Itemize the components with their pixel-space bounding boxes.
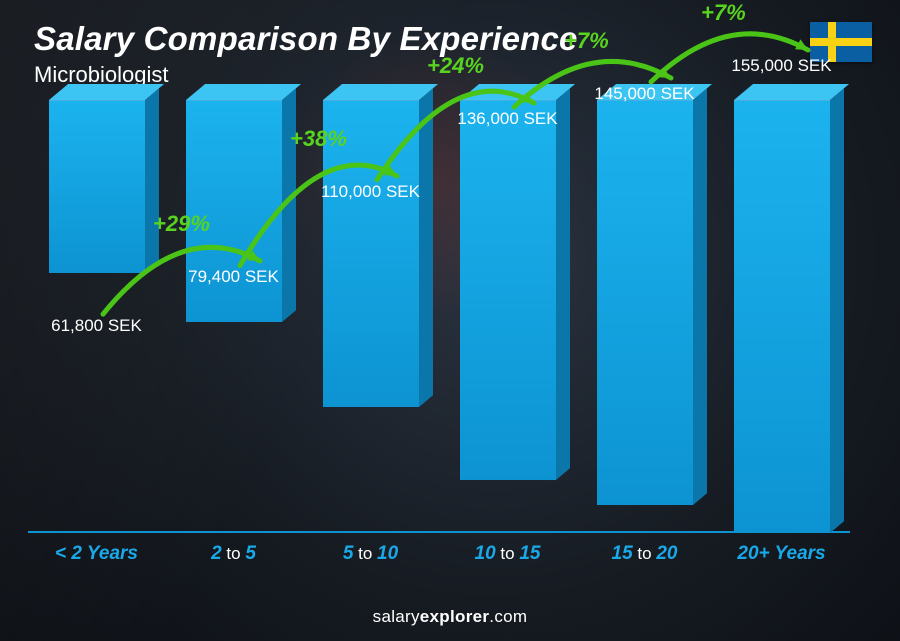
bar-value-label: 145,000 SEK	[575, 84, 715, 104]
bars-container: 61,800 SEK 79,400 SEK 110,000 SEK 136,000 S…	[28, 100, 850, 533]
bar-side-face	[693, 88, 707, 505]
x-label-3: 10 to 15	[439, 543, 576, 565]
bar-side-face	[830, 88, 844, 533]
bar-2: 110,000 SEK	[302, 100, 439, 533]
bar-front	[460, 100, 556, 480]
bar-5: 155,000 SEK	[713, 100, 850, 533]
bar-value-label: 155,000 SEK	[712, 56, 852, 76]
pct-increase-label: +7%	[701, 0, 746, 26]
pct-increase-label: +29%	[153, 211, 210, 237]
x-label-5: 20+ Years	[713, 543, 850, 565]
x-label-4: 15 to 20	[576, 543, 713, 565]
footer-bold: explorer	[420, 607, 490, 626]
bar-front	[734, 100, 830, 533]
bar-top-face	[186, 84, 301, 100]
bar-0: 61,800 SEK	[28, 100, 165, 533]
x-label-2: 5 to 10	[302, 543, 439, 565]
x-axis-labels: < 2 Years2 to 55 to 1010 to 1515 to 2020…	[28, 543, 850, 565]
bar-top-face	[49, 84, 164, 100]
pct-increase-label: +38%	[290, 126, 347, 152]
page-title: Salary Comparison By Experience	[34, 20, 578, 58]
infographic-stage: Salary Comparison By Experience Microbio…	[0, 0, 900, 641]
bar-side-face	[145, 88, 159, 272]
bar-top-face	[460, 84, 575, 100]
bar-front	[49, 100, 145, 273]
bar-value-label: 79,400 SEK	[164, 267, 304, 287]
footer-attribution: salaryexplorer.com	[0, 607, 900, 627]
bar-top-face	[323, 84, 438, 100]
x-label-0: < 2 Years	[28, 543, 165, 565]
x-label-1: 2 to 5	[165, 543, 302, 565]
bar-front	[597, 100, 693, 505]
bar-chart: 61,800 SEK 79,400 SEK 110,000 SEK 136,000 S…	[28, 100, 850, 561]
bar-top-face	[734, 84, 849, 100]
pct-increase-label: +7%	[564, 28, 609, 54]
bar-4: 145,000 SEK	[576, 100, 713, 533]
bar-1: 79,400 SEK	[165, 100, 302, 533]
bar-3: 136,000 SEK	[439, 100, 576, 533]
bar-side-face	[419, 88, 433, 407]
bar-value-label: 61,800 SEK	[27, 316, 167, 336]
footer-suffix: .com	[489, 607, 527, 626]
bar-value-label: 136,000 SEK	[438, 109, 578, 129]
bar-value-label: 110,000 SEK	[301, 182, 441, 202]
footer-prefix: salary	[373, 607, 420, 626]
pct-increase-label: +24%	[427, 53, 484, 79]
bar-side-face	[556, 88, 570, 480]
